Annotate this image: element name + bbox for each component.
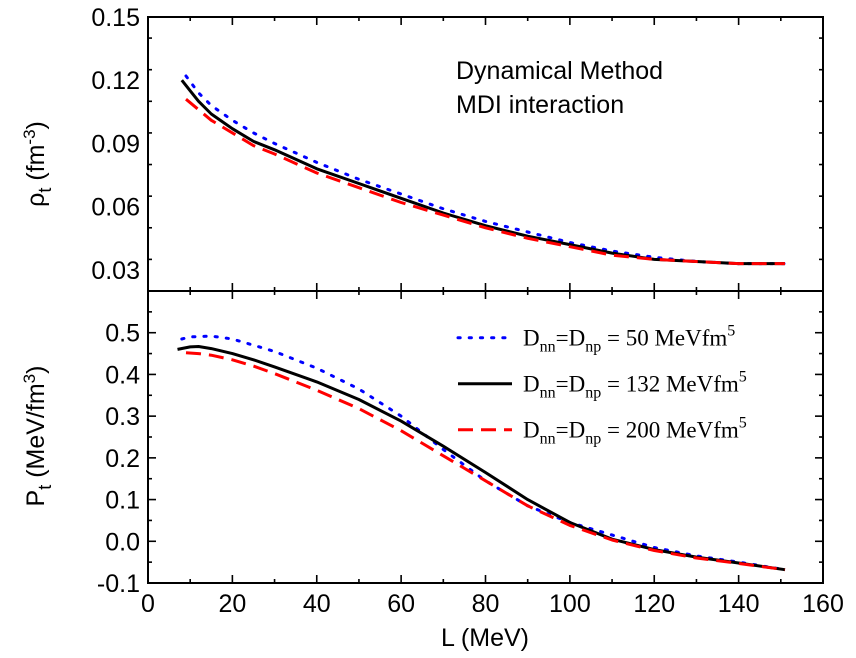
legend-subscript: np	[585, 431, 601, 448]
ylabel-superscript: -3	[20, 129, 39, 144]
top-y-axis-label: ρt (fm-3)	[20, 121, 55, 207]
xtick-label: 140	[718, 590, 760, 618]
xtick-label: 80	[472, 590, 500, 618]
xtick-label: 120	[633, 590, 675, 618]
bottom-ytick-label: -0.1	[97, 570, 140, 598]
legend-value: = 50 MeVfm	[601, 326, 727, 351]
legend-superscript: 5	[739, 415, 747, 432]
series-layer	[177, 74, 787, 572]
legend-subscript: np	[585, 339, 601, 356]
top-ytick-label: 0.03	[91, 257, 140, 285]
top-series-line-d50	[184, 74, 787, 266]
legend-subscript: np	[585, 385, 601, 402]
bottom-ytick-label: 0.5	[105, 320, 140, 348]
bottom-ytick-label: 0.4	[105, 361, 140, 389]
legend-superscript: 5	[739, 369, 747, 386]
legend-superscript: 5	[727, 323, 735, 340]
legend-subscript: nn	[540, 385, 556, 402]
legend-equals: =D	[556, 326, 586, 351]
legend-entry-d50: Dnn=Dnp = 50 MeVfm5	[523, 323, 735, 356]
legend-subscript: nn	[540, 339, 556, 356]
top-ytick-label: 0.06	[91, 194, 140, 222]
ylabel-subscript: t	[35, 188, 55, 193]
ylabel-superscript: 3	[20, 374, 39, 383]
ylabel-subscript: t	[35, 485, 55, 490]
top-y-axis-label-text: ρt (fm-3)	[20, 121, 55, 207]
xtick-label: 20	[218, 590, 246, 618]
legend-entry-d132: Dnn=Dnp = 132 MeVfm5	[523, 369, 747, 402]
ylabel-unit: (fm	[22, 145, 50, 188]
xtick-label: 0	[141, 590, 155, 618]
annotation-line: MDI interaction	[456, 91, 624, 119]
ylabel-unit-close: )	[22, 366, 50, 374]
bottom-series-line-d200	[185, 351, 786, 572]
annotation-line: Dynamical Method	[456, 57, 663, 85]
legend-entry-d200: Dnn=Dnp = 200 MeVfm5	[523, 415, 747, 448]
bottom-ytick-label: 0.1	[105, 487, 140, 515]
ylabel-symbol: ρ	[22, 193, 50, 207]
axes-layer	[147, 16, 824, 584]
legend-equals: =D	[556, 372, 586, 397]
xtick-label: 100	[549, 590, 591, 618]
bottom-ytick-label: 0.2	[105, 445, 140, 473]
bottom-series-line-d50	[180, 334, 787, 572]
xtick-label: 160	[802, 590, 844, 618]
legend-symbol: D	[523, 326, 540, 351]
bottom-ytick-label: 0.0	[105, 528, 140, 556]
legend-symbol: D	[523, 372, 540, 397]
xtick-label: 40	[303, 590, 331, 618]
xtick-label: 60	[387, 590, 415, 618]
legend-symbol: D	[523, 418, 540, 443]
x-axis-label: L (MeV)	[441, 624, 529, 652]
top-series-line-d200	[185, 98, 785, 266]
top-ytick-label: 0.15	[91, 4, 140, 32]
bottom-y-axis-label-text: Pt (MeV/fm3)	[20, 366, 55, 507]
top-ytick-label: 0.12	[91, 67, 140, 95]
top-ytick-label: 0.09	[91, 130, 140, 158]
top-series-line-d132	[180, 79, 785, 266]
legend-value: = 132 MeVfm	[601, 372, 739, 397]
ylabel-unit: (MeV/fm	[22, 383, 50, 484]
text-layer: 0.03 0.06 0.09 0.12 0.15 -0.1 0.0 0.1 0.2 0.3 0.4 0…	[20, 4, 844, 652]
legend-subscript: nn	[540, 431, 556, 448]
legend-value: = 200 MeVfm	[601, 418, 739, 443]
bottom-y-axis-label: Pt (MeV/fm3)	[20, 366, 55, 507]
ylabel-symbol: P	[22, 490, 50, 507]
ylabel-unit-close: )	[22, 121, 50, 129]
legend-equals: =D	[556, 418, 586, 443]
bottom-ytick-label: 0.3	[105, 403, 140, 431]
